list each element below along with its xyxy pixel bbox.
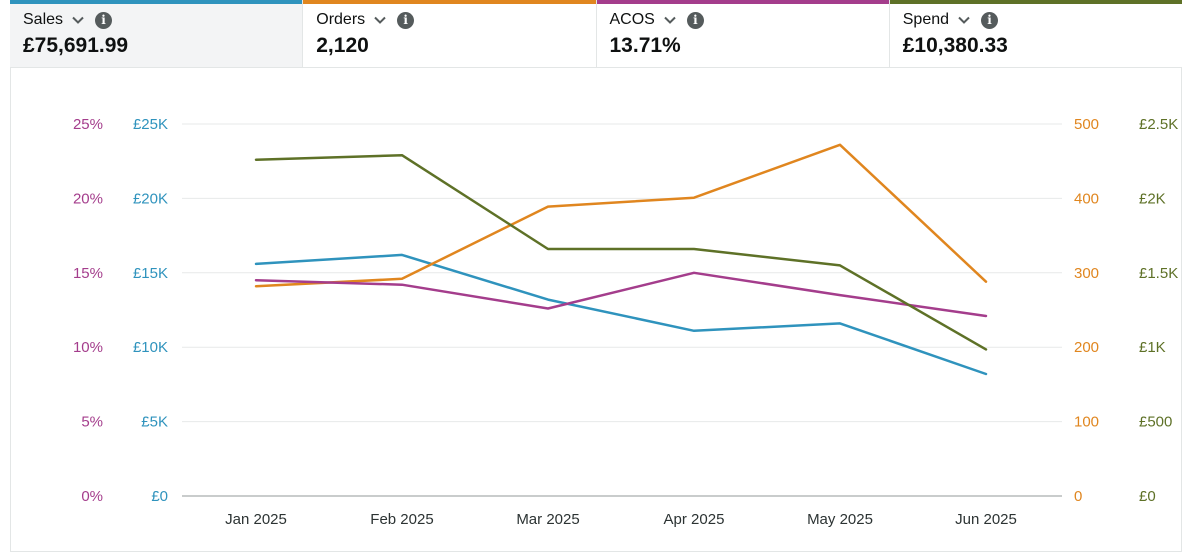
- metric-color-bar: [596, 0, 889, 4]
- metric-tile-orders[interactable]: Orders i 2,120: [303, 0, 597, 68]
- sales-axis-tick-label: £10K: [133, 339, 168, 356]
- orders-axis-tick-label: 0: [1074, 488, 1082, 505]
- spend-axis-tick-label: £0: [1139, 488, 1156, 505]
- chevron-down-icon[interactable]: [663, 13, 677, 27]
- spend-axis-tick-label: £1.5K: [1139, 265, 1178, 282]
- acos-axis-tick-label: 5%: [81, 414, 103, 431]
- x-axis-tick-label: Feb 2025: [370, 511, 433, 528]
- metric-label: Sales: [23, 11, 64, 28]
- sales-axis-tick-label: £15K: [133, 265, 168, 282]
- orders-axis-tick-label: 100: [1074, 414, 1099, 431]
- metric-label: Orders: [316, 11, 366, 28]
- info-icon[interactable]: i: [95, 11, 113, 29]
- sales-series-line: [254, 253, 988, 376]
- metric-color-bar: [889, 0, 1182, 4]
- metric-label: ACOS: [609, 11, 655, 28]
- orders-axis-tick-label: 200: [1074, 339, 1099, 356]
- x-axis-tick-label: Mar 2025: [516, 511, 579, 528]
- orders-series-line: [254, 143, 988, 288]
- chevron-down-icon[interactable]: [71, 13, 85, 27]
- spend-axis-tick-label: £500: [1139, 414, 1172, 431]
- metric-tile-acos[interactable]: ACOS i 13.71%: [596, 0, 890, 68]
- metric-tiles: Sales i £75,691.99 Orders i 2,120 ACOS i…: [10, 0, 1182, 68]
- acos-axis-tick-label: 10%: [73, 339, 103, 356]
- x-axis-tick-label: Jun 2025: [955, 511, 1017, 528]
- sales-axis-tick-label: £20K: [133, 190, 168, 207]
- spend-axis-tick-label: £1K: [1139, 339, 1166, 356]
- info-icon[interactable]: i: [981, 11, 999, 29]
- acos-series-line: [254, 271, 988, 318]
- chart-panel: [10, 0, 1182, 552]
- spend-series-line: [254, 153, 988, 351]
- spend-axis-tick-label: £2K: [1139, 190, 1166, 207]
- metric-color-bar: [303, 0, 596, 4]
- metric-value: £75,691.99: [23, 34, 129, 57]
- metric-value: 13.71%: [609, 34, 681, 57]
- acos-axis-tick-label: 0%: [81, 488, 103, 505]
- sales-axis-tick-label: £5K: [141, 414, 168, 431]
- chevron-down-icon[interactable]: [957, 13, 971, 27]
- sales-axis-tick-label: £25K: [133, 116, 168, 133]
- info-icon[interactable]: i: [686, 11, 704, 29]
- metric-tile-spend[interactable]: Spend i £10,380.33: [889, 0, 1182, 68]
- x-axis-tick-label: Jan 2025: [225, 511, 287, 528]
- acos-axis-tick-label: 20%: [73, 190, 103, 207]
- spend-axis-tick-label: £2.5K: [1139, 116, 1178, 133]
- metric-value: 2,120: [316, 34, 369, 57]
- metric-value: £10,380.33: [902, 34, 1008, 57]
- metric-tile-sales[interactable]: Sales i £75,691.99: [10, 0, 304, 68]
- x-axis-tick-label: Apr 2025: [664, 511, 725, 528]
- metric-label: Spend: [902, 11, 950, 28]
- orders-axis-tick-label: 300: [1074, 265, 1099, 282]
- chevron-down-icon[interactable]: [373, 13, 387, 27]
- x-axis-tick-label: May 2025: [807, 511, 873, 528]
- orders-axis-tick-label: 500: [1074, 116, 1099, 133]
- sales-axis-tick-label: £0: [151, 488, 168, 505]
- info-icon[interactable]: i: [397, 11, 415, 29]
- acos-axis-tick-label: 15%: [73, 265, 103, 282]
- orders-axis-tick-label: 400: [1074, 190, 1099, 207]
- acos-axis-tick-label: 25%: [73, 116, 103, 133]
- metric-color-bar: [10, 0, 303, 4]
